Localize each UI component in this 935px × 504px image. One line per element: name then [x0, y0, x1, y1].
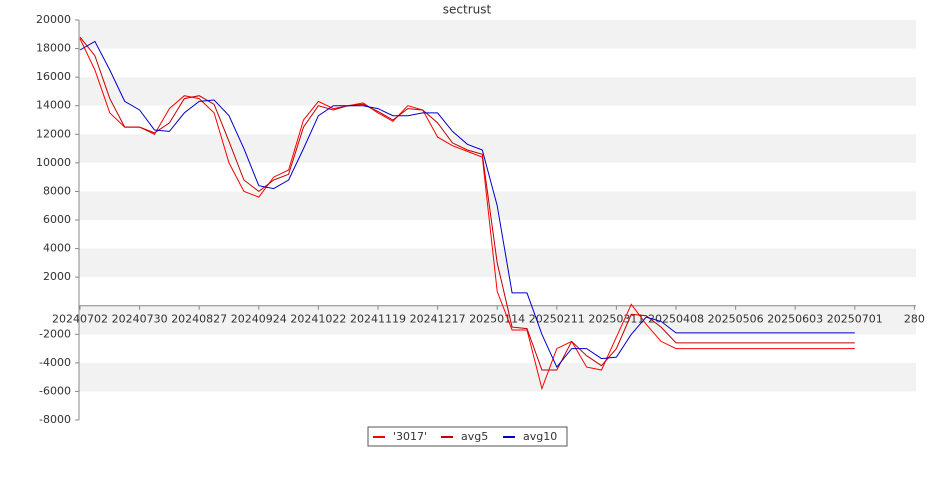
- grid-band: [79, 20, 916, 49]
- series-line: [79, 38, 855, 391]
- grid-band: [79, 362, 916, 392]
- y-tick-label: 8000: [43, 184, 71, 197]
- x-tick-label: 20241217: [410, 313, 466, 326]
- y-tick-label: 18000: [36, 42, 71, 55]
- legend-label: avg5: [461, 430, 488, 443]
- legend-label: '3017': [393, 430, 427, 443]
- y-tick-label: 4000: [43, 242, 71, 255]
- legend-label: avg10: [523, 430, 557, 443]
- series-line: [79, 36, 855, 371]
- y-tick-label: -8000: [39, 413, 71, 426]
- x-tick-label: 20250211: [529, 313, 585, 326]
- x-tick-label: 20241119: [350, 313, 406, 326]
- y-tick-label: 6000: [43, 213, 71, 226]
- x-tick-label: 20250701: [827, 313, 883, 326]
- x-tick-label: 20250506: [708, 313, 764, 326]
- y-tick-label: -4000: [39, 356, 71, 369]
- y-tick-label: 10000: [36, 156, 71, 169]
- legend-box: [367, 426, 568, 447]
- x-tick-label: 20240702: [52, 313, 108, 326]
- y-tick-label: 2000: [43, 270, 71, 283]
- x-tick-label: 280: [904, 313, 925, 326]
- y-tick-label: 12000: [36, 127, 71, 140]
- x-tick-label: 20250603: [767, 313, 823, 326]
- y-tick-label: 14000: [36, 99, 71, 112]
- y-tick-label: -2000: [39, 327, 71, 340]
- y-tick-label: -6000: [39, 384, 71, 397]
- legend: '3017' avg5 avg10: [367, 426, 568, 447]
- x-tick-label: 20250114: [469, 313, 525, 326]
- grid-band: [79, 134, 916, 163]
- chart-title: sectrust: [443, 3, 492, 17]
- x-tick-label: 20241022: [290, 313, 346, 326]
- series-line: [79, 40, 855, 369]
- x-tick-label: 20240827: [171, 313, 227, 326]
- y-tick-label: 20000: [36, 13, 71, 26]
- y-tick-label: 16000: [36, 70, 71, 83]
- grid-band: [79, 305, 916, 335]
- x-tick-label: 20240924: [231, 313, 287, 326]
- grid-band: [79, 77, 916, 106]
- x-tick-label: 20240730: [112, 313, 168, 326]
